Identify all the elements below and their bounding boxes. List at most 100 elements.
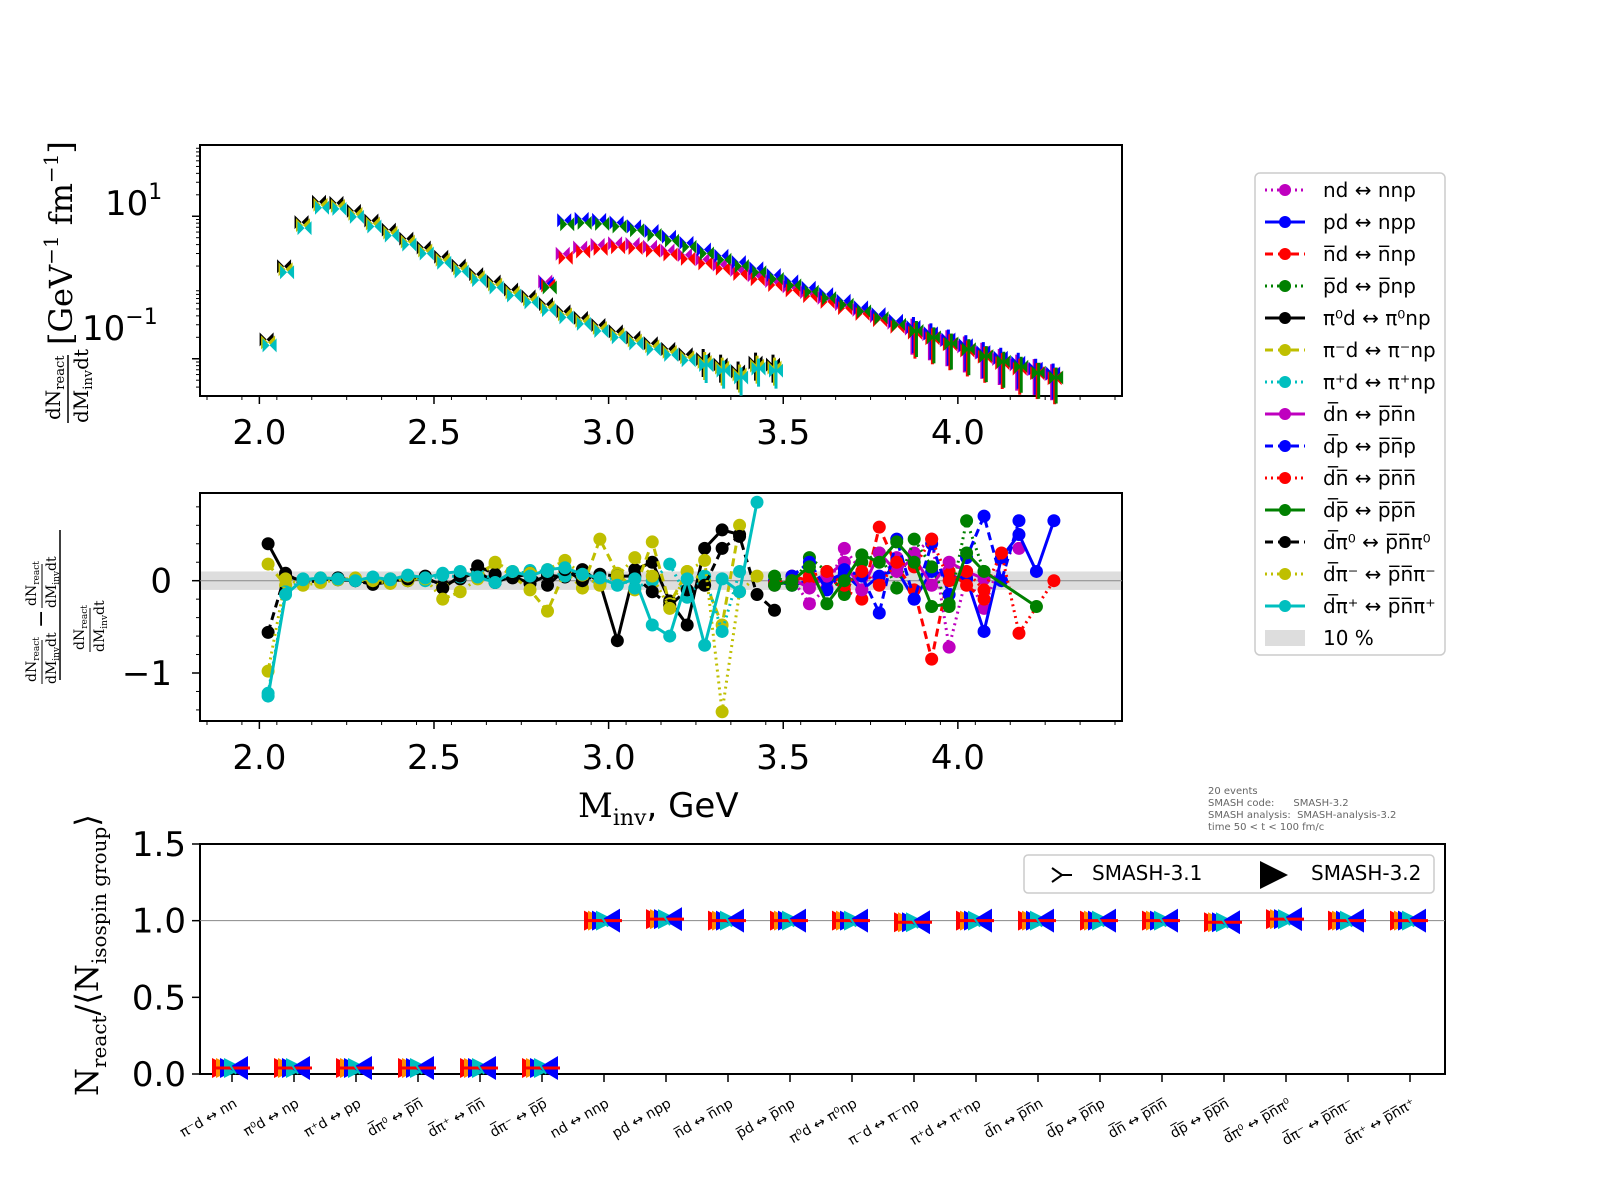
ratio-marker-tri bbox=[475, 1061, 485, 1075]
spectrum-point bbox=[1056, 370, 1064, 385]
difference-point bbox=[523, 583, 537, 597]
spectrum-point bbox=[262, 338, 270, 353]
difference-point bbox=[453, 564, 467, 578]
ratio-point bbox=[584, 908, 622, 933]
difference-point bbox=[610, 578, 624, 592]
spectrum-point bbox=[287, 265, 295, 280]
spectrum-point bbox=[741, 259, 749, 274]
spectrum-point bbox=[653, 342, 661, 357]
difference-point bbox=[872, 606, 886, 620]
ratio-point bbox=[1204, 910, 1242, 935]
spectrum-point bbox=[314, 200, 322, 215]
svg-text:dNreact: dNreact bbox=[24, 561, 42, 606]
difference-point bbox=[750, 569, 764, 583]
difference-point bbox=[279, 588, 293, 602]
spectrum-point bbox=[776, 271, 784, 286]
ratio-point bbox=[1390, 908, 1428, 933]
spectrum-point bbox=[349, 209, 357, 224]
spectrum-point bbox=[560, 217, 568, 232]
legend-entry-label: d̅π⁻ ↔ p̅n̅π⁻ bbox=[1323, 561, 1436, 586]
spectrum-y-tick-label-top: 101 bbox=[105, 180, 162, 224]
spectrum-point bbox=[734, 259, 742, 274]
ratio-point bbox=[460, 1056, 498, 1080]
legend-marker-sample bbox=[1279, 440, 1291, 452]
spectrum-point bbox=[687, 251, 695, 266]
spectrum-point bbox=[1003, 354, 1011, 369]
spectrum-marks bbox=[259, 194, 1064, 405]
ratio-category-label: π⁻d ↔ nn bbox=[177, 1096, 240, 1141]
difference-point bbox=[820, 583, 834, 597]
difference-point bbox=[471, 570, 485, 584]
difference-point bbox=[645, 535, 659, 549]
difference-point bbox=[436, 581, 450, 595]
spectrum-point bbox=[611, 240, 619, 255]
difference-point bbox=[261, 557, 275, 571]
ratio-marker-tri bbox=[289, 1061, 299, 1075]
difference-point bbox=[453, 585, 467, 599]
ratio-marker-tri bbox=[1281, 912, 1291, 926]
spectrum-x-tick-labels: 2.0 2.5 3.0 3.5 4.0 bbox=[232, 413, 985, 453]
spectrum-point bbox=[628, 241, 636, 256]
difference-point bbox=[995, 546, 1009, 560]
spectrum-point bbox=[612, 219, 620, 234]
difference-point bbox=[977, 624, 991, 638]
spectrum-point bbox=[419, 246, 427, 261]
difference-point bbox=[925, 578, 939, 592]
spectrum-point bbox=[916, 324, 924, 339]
difference-point bbox=[942, 555, 956, 569]
legend-triangle-marker bbox=[1260, 861, 1288, 889]
spectrum-point bbox=[1014, 359, 1022, 374]
spectrum-point bbox=[671, 347, 679, 362]
spectrum-point bbox=[567, 217, 575, 232]
difference-point bbox=[907, 532, 921, 546]
difference-point bbox=[890, 535, 904, 549]
legend-entry-label: nd ↔ nnp bbox=[1323, 178, 1416, 202]
spectrum-point bbox=[979, 349, 987, 364]
spectrum-point bbox=[566, 310, 574, 325]
legend-entry-label: d̅p̅ ↔ p̅p̅n̅ bbox=[1323, 497, 1416, 522]
spectrum-point bbox=[933, 330, 941, 345]
ratio-point bbox=[522, 1056, 560, 1080]
difference-point bbox=[610, 569, 624, 583]
ratio-y-tick-labels: 0.0 0.5 1.0 1.5 bbox=[132, 825, 186, 1095]
difference-point bbox=[558, 561, 572, 575]
ratio-marker-tri bbox=[1157, 914, 1167, 928]
spectrum-point bbox=[653, 243, 661, 258]
spectrum-point bbox=[891, 317, 899, 332]
spectrum-y-axis-label: dNreact dMinvdt [GeV−1 fm−1] bbox=[39, 141, 96, 423]
spectrum-point bbox=[996, 354, 1004, 369]
difference-axes-frame bbox=[199, 492, 1123, 722]
spectrum-point bbox=[663, 247, 671, 262]
difference-point bbox=[540, 578, 554, 592]
legend-marker-sample bbox=[1279, 344, 1291, 356]
spectrum-point bbox=[565, 250, 573, 265]
spectrum-point bbox=[402, 237, 410, 252]
difference-point bbox=[698, 578, 712, 592]
difference-point bbox=[750, 495, 764, 509]
spectrum-point bbox=[636, 336, 644, 351]
difference-point bbox=[348, 574, 362, 588]
difference-point bbox=[1047, 514, 1061, 528]
difference-point bbox=[296, 573, 310, 587]
difference-point bbox=[942, 574, 956, 588]
difference-point bbox=[471, 559, 485, 573]
difference-x-tick-label: 2.0 bbox=[232, 738, 286, 778]
ratio-y-tick-label: 1.0 bbox=[132, 902, 186, 942]
legend-marker-sample bbox=[1279, 408, 1291, 420]
spectrum-point bbox=[776, 363, 784, 378]
difference-point bbox=[733, 529, 747, 543]
spectrum-point bbox=[454, 264, 462, 279]
difference-point bbox=[890, 581, 904, 595]
difference-point bbox=[1012, 626, 1026, 640]
legend-entry-label: d̅n̅ ↔ p̅n̅n̅ bbox=[1323, 465, 1416, 490]
version-legend-frame bbox=[1023, 854, 1435, 894]
ratio-category-label: d̅π⁺ ↔ p̅n̅π⁺ bbox=[1341, 1094, 1418, 1149]
spectrum-point bbox=[857, 304, 865, 319]
difference-point bbox=[261, 537, 275, 551]
spectrum-point bbox=[724, 252, 732, 267]
spectrum-point bbox=[688, 353, 696, 368]
spectrum-point bbox=[706, 358, 714, 373]
legend-smash-3-2: SMASH-3.2 bbox=[1311, 861, 1421, 885]
spectrum-point bbox=[986, 349, 994, 364]
difference-point bbox=[942, 640, 956, 654]
